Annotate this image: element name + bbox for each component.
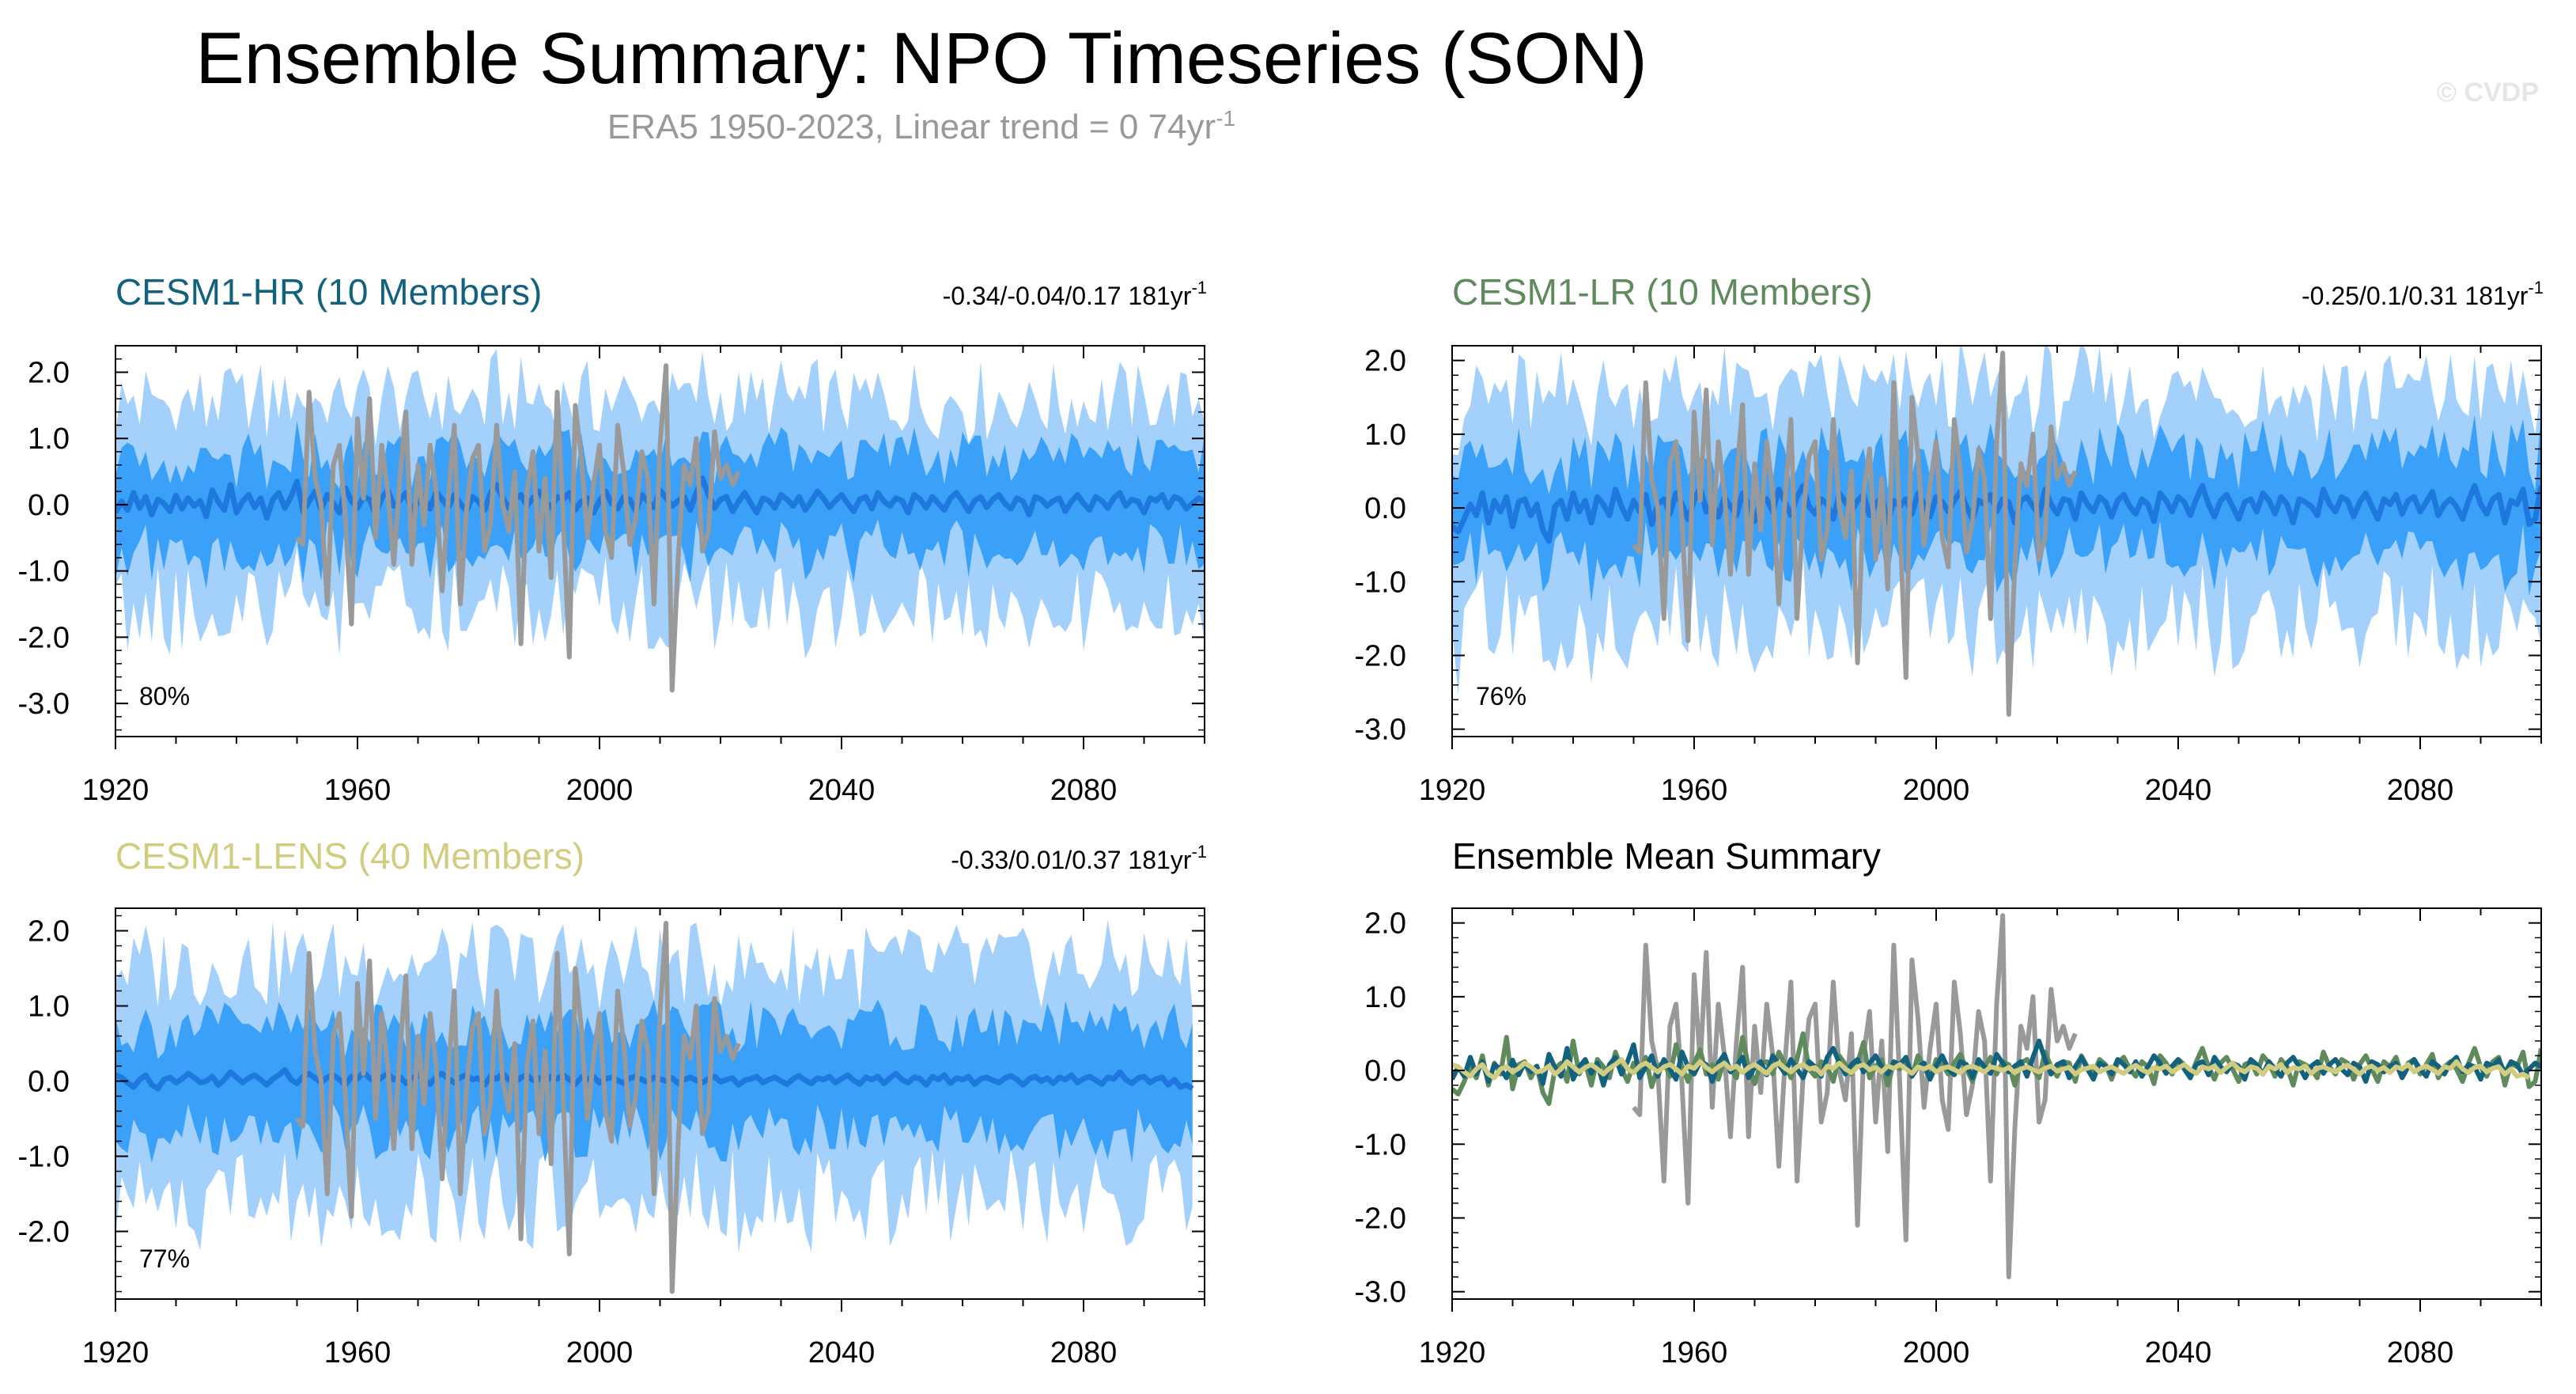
y-tick-label: 2.0 — [1364, 907, 1406, 941]
x-tick-label: 2040 — [2145, 774, 2212, 807]
y-tick-label: 0.0 — [1364, 1055, 1406, 1088]
x-tick-label: 2000 — [1903, 774, 1970, 807]
panel-stats-lr: -0.25/0.1/0.31 181yr-1 — [2302, 278, 2544, 310]
y-tick-label: -1.0 — [18, 1141, 70, 1174]
obs-line — [295, 921, 741, 1294]
y-tick-label: -1.0 — [1355, 1128, 1406, 1161]
y-tick-label: 1.0 — [28, 422, 70, 456]
x-tick-label: 1960 — [324, 1336, 392, 1369]
y-tick-label: -3.0 — [18, 688, 70, 721]
x-tick-label: 2040 — [808, 774, 876, 807]
panel-frame — [1451, 907, 2542, 1300]
panel-hr: CESM1-HR (10 Members) -0.34/-0.04/0.17 18… — [18, 271, 1207, 807]
y-tick-label: 0.0 — [28, 489, 70, 522]
panel-stats-hr: -0.34/-0.04/0.17 181yr-1 — [943, 278, 1207, 310]
panel-title-summary: Ensemble Mean Summary — [1452, 835, 1881, 877]
ensemble-mean-line — [115, 1066, 1194, 1092]
panel-stats-sup: -1 — [2528, 278, 2544, 297]
x-tick-label: 2000 — [566, 774, 634, 807]
y-tick-label: 2.0 — [28, 356, 70, 389]
y-tick-label: 0.0 — [28, 1066, 70, 1099]
x-tick-label: 2080 — [1050, 774, 1118, 807]
y-tick-label: 1.0 — [1364, 981, 1406, 1014]
x-tick-label: 2080 — [1050, 1336, 1118, 1369]
percent-label-hr: 80% — [139, 682, 190, 710]
x-tick-label: 2000 — [1903, 1336, 1970, 1369]
y-tick-label: 1.0 — [28, 991, 70, 1024]
x-tick-label: 2000 — [566, 1336, 634, 1369]
y-tick-label: -2.0 — [18, 621, 70, 654]
figure-subtitle: ERA5 1950-2023, Linear trend = 0 74yr-1 — [607, 106, 1235, 146]
x-tick-label: 1920 — [82, 1336, 149, 1369]
y-tick-label: 1.0 — [1364, 419, 1406, 452]
percent-label-lr: 76% — [1476, 682, 1526, 710]
cvdp-watermark: © CVDP — [2437, 78, 2539, 108]
summary-line-lens — [1452, 1057, 2531, 1081]
y-tick-label: -1.0 — [18, 555, 70, 589]
x-tick-label: 1920 — [82, 774, 149, 807]
panel-plot-area-hr — [115, 349, 1205, 693]
figure-title: Ensemble Summary: NPO Timeseries (SON) — [195, 18, 1647, 99]
panel-lens: CESM1-LENS (40 Members) -0.33/0.01/0.37 1… — [18, 835, 1207, 1369]
obs-line — [295, 363, 741, 693]
panel-plot-area-summary — [1452, 913, 2541, 1279]
panel-stats-sup: -1 — [1191, 842, 1207, 862]
x-tick-label: 2040 — [808, 1336, 876, 1369]
y-tick-label: -2.0 — [18, 1216, 70, 1249]
ensemble-mean-line — [115, 475, 1205, 521]
y-tick-label: -3.0 — [1355, 714, 1406, 747]
x-tick-label: 2040 — [2145, 1336, 2212, 1369]
y-tick-label: -3.0 — [1355, 1276, 1406, 1309]
panel-plot-area-lr — [1452, 346, 2541, 717]
x-tick-label: 1960 — [324, 774, 392, 807]
obs-line — [1632, 913, 2078, 1279]
figure-subtitle-text: ERA5 1950-2023, Linear trend = 0 74yr — [607, 108, 1216, 146]
y-tick-label: 2.0 — [1364, 345, 1406, 378]
panel-stats-text: -0.25/0.1/0.31 181yr — [2302, 282, 2529, 310]
percent-label-lens: 77% — [139, 1244, 190, 1273]
panel-lr: CESM1-LR (10 Members) -0.25/0.1/0.31 181y… — [1355, 271, 2544, 807]
panel-stats-text: -0.34/-0.04/0.17 181yr — [943, 282, 1192, 310]
x-tick-label: 1920 — [1419, 774, 1486, 807]
panel-title-hr: CESM1-HR (10 Members) — [115, 271, 542, 313]
panel-title-lens: CESM1-LENS (40 Members) — [115, 835, 584, 877]
panel-stats-lens: -0.33/0.01/0.37 181yr-1 — [951, 842, 1207, 874]
panel-title-lr: CESM1-LR (10 Members) — [1452, 271, 1873, 313]
x-tick-label: 1960 — [1661, 1336, 1728, 1369]
x-tick-label: 1920 — [1419, 1336, 1486, 1369]
y-tick-label: -1.0 — [1355, 566, 1406, 599]
y-tick-label: -2.0 — [1355, 639, 1406, 672]
x-tick-label: 2080 — [2387, 774, 2454, 807]
figure-subtitle-sup: -1 — [1216, 106, 1235, 131]
panel-stats-text: -0.33/0.01/0.37 181yr — [951, 846, 1192, 874]
x-tick-label: 2080 — [2387, 1336, 2454, 1369]
x-tick-label: 1960 — [1661, 774, 1728, 807]
y-tick-label: 0.0 — [1364, 492, 1406, 525]
y-tick-label: -2.0 — [1355, 1202, 1406, 1235]
y-tick-label: 2.0 — [28, 915, 70, 949]
panel-plot-area-lens — [115, 919, 1194, 1294]
panels-group: CESM1-HR (10 Members) -0.34/-0.04/0.17 18… — [18, 271, 2544, 1369]
obs-line — [1632, 350, 2078, 717]
panel-stats-sup: -1 — [1191, 278, 1207, 297]
panel-summary: Ensemble Mean Summary 2.0 1.0 0.0 -1.0 -2.0 -3… — [1355, 835, 2542, 1369]
ensemble-mean-line — [1452, 483, 2541, 544]
